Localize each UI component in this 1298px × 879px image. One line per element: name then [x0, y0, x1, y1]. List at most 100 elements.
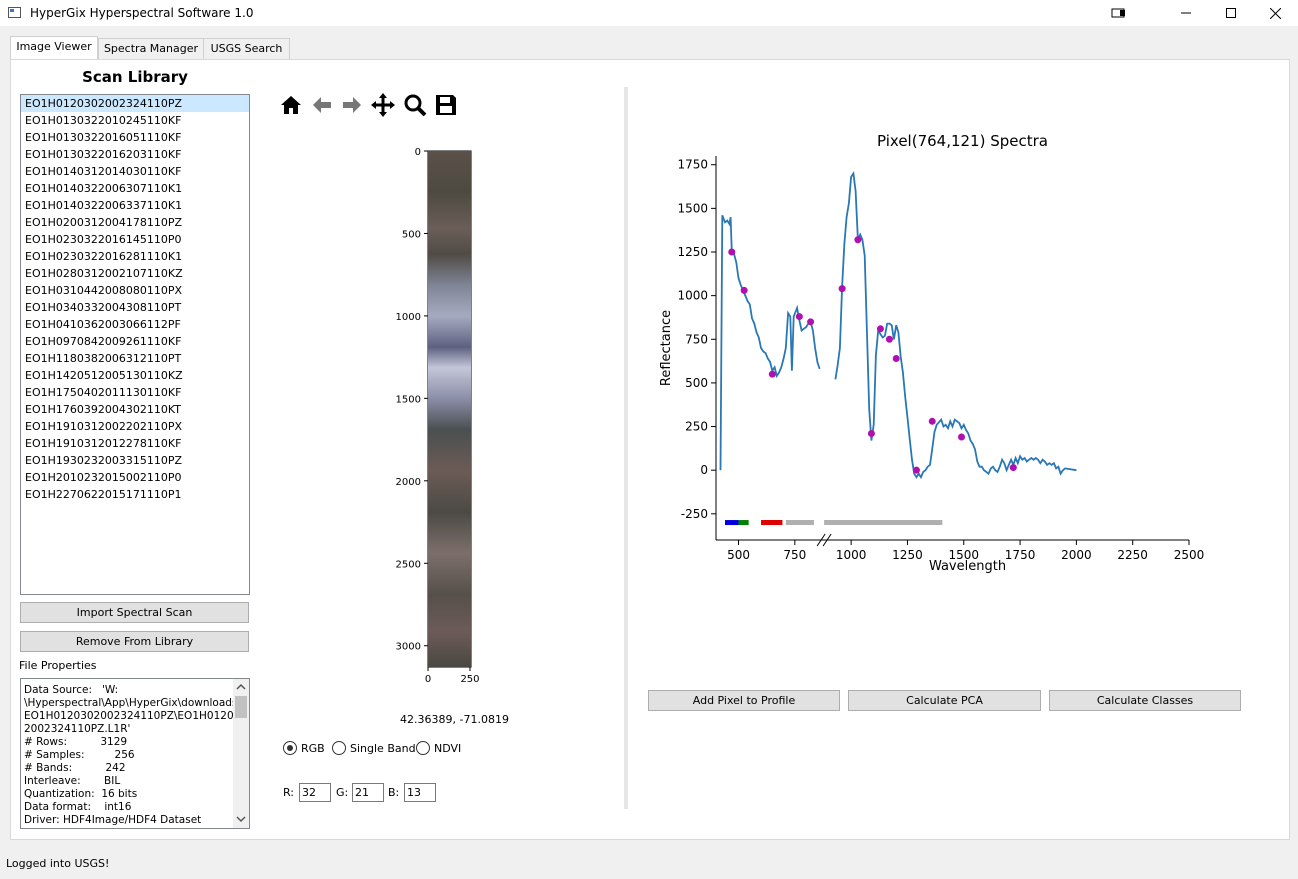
- scan-list-item[interactable]: EO1H0120302002324110PZ: [21, 95, 249, 112]
- restore-mini-button[interactable]: [1096, 0, 1142, 26]
- spectra-chart[interactable]: Pixel(764,121) Spectra -250 0 250 500 750 1000…: [640, 120, 1230, 590]
- x-tick-label: 2500: [1174, 548, 1205, 562]
- x-tick-label: 2000: [1061, 548, 1092, 562]
- restore-icon: [1111, 8, 1125, 18]
- hyperspectral-image[interactable]: [428, 151, 471, 667]
- scan-library-title: Scan Library: [82, 68, 188, 86]
- scan-list-item[interactable]: EO1H1910312012278110KF: [25, 437, 182, 450]
- y-axis-label: Reflectance: [659, 310, 674, 386]
- sample-point: [892, 354, 900, 362]
- scroll-down-icon[interactable]: [236, 815, 246, 823]
- image-y-tick-label: 2500: [396, 559, 421, 570]
- y-tick-label: 1500: [677, 201, 708, 215]
- y-tick-label: 1750: [677, 158, 708, 172]
- x-tick-label: 1250: [892, 548, 923, 562]
- sample-point: [728, 248, 736, 256]
- scan-list-item[interactable]: EO1H0140322006337110K1: [25, 199, 183, 212]
- x-tick-label: 2250: [1117, 548, 1148, 562]
- zoom-icon[interactable]: [402, 92, 428, 118]
- scan-list-item[interactable]: EO1H0280312002107110KZ: [25, 267, 183, 280]
- home-icon[interactable]: [278, 92, 304, 118]
- scan-list-item[interactable]: EO1H1420512005130110KZ: [25, 369, 183, 382]
- y-tick-label: 1250: [677, 245, 708, 259]
- maximize-button[interactable]: [1208, 0, 1254, 26]
- scan-list-item[interactable]: EO1H0410362003066112PF: [25, 318, 181, 331]
- scan-list-item[interactable]: EO1H0230322016281110K1: [25, 250, 183, 263]
- scan-list-item[interactable]: EO1H1180382006312110PT: [25, 352, 182, 365]
- axis-break-mark: [822, 533, 832, 547]
- image-y-tick-label: 500: [402, 229, 421, 240]
- forward-arrow-icon[interactable]: [339, 92, 365, 118]
- axis-break-mark: [816, 533, 826, 547]
- file-properties-label: File Properties: [19, 659, 97, 672]
- image-y-tick-label: 1000: [396, 312, 421, 323]
- remove-from-library-button[interactable]: Remove From Library: [20, 631, 249, 652]
- scan-list-item[interactable]: EO1H1760392004302110KT: [25, 403, 181, 416]
- x-tick-label: 750: [783, 548, 806, 562]
- scan-list-item[interactable]: EO1H0310442008080110PX: [25, 284, 183, 297]
- sample-point: [807, 318, 815, 326]
- minimize-button[interactable]: [1163, 0, 1209, 26]
- scan-list-item[interactable]: EO1H0140322006307110K1: [25, 182, 183, 195]
- tab-spectra-manager[interactable]: Spectra Manager: [98, 38, 204, 59]
- radio-rgb[interactable]: [283, 741, 297, 755]
- image-y-tick-label: 0: [415, 147, 421, 158]
- scroll-up-icon[interactable]: [236, 683, 246, 691]
- scan-list-item[interactable]: EO1H0140312014030110KF: [25, 165, 182, 178]
- band-b-input[interactable]: 13: [404, 783, 436, 802]
- add-pixel-button[interactable]: Add Pixel to Profile: [648, 690, 840, 711]
- sample-point: [838, 285, 846, 293]
- file-properties-scrollbar[interactable]: [233, 679, 249, 828]
- file-properties-box[interactable]: Data Source: 'W: \Hyperspectral\App\Hype…: [20, 678, 250, 829]
- back-arrow-icon[interactable]: [309, 92, 335, 118]
- sample-point: [1009, 464, 1017, 472]
- scan-list-item[interactable]: EO1H0340332004308110PT: [25, 301, 182, 314]
- close-icon: [1269, 7, 1281, 19]
- radio-single-band[interactable]: [332, 741, 346, 755]
- calculate-pca-button[interactable]: Calculate PCA: [848, 690, 1041, 711]
- y-tick-label: 500: [685, 376, 708, 390]
- scan-list-item[interactable]: EO1H1910312002202110PX: [25, 420, 183, 433]
- app-icon: [8, 7, 21, 18]
- scan-list-item[interactable]: EO1H2010232015002110P0: [25, 471, 182, 484]
- sample-point: [876, 325, 884, 333]
- scan-list-item[interactable]: EO1H0230322016145110P0: [25, 233, 182, 246]
- sample-point: [740, 286, 748, 294]
- import-scan-button[interactable]: Import Spectral Scan: [20, 602, 249, 623]
- image-y-tick-label: 3000: [396, 642, 421, 653]
- scan-list-item[interactable]: EO1H0130322010245110KF: [25, 114, 182, 127]
- band-g-input[interactable]: 21: [352, 783, 384, 802]
- sample-point: [795, 313, 803, 321]
- y-tick-label: 0: [700, 463, 708, 477]
- scan-library-list[interactable]: EO1H0120302002324110PZ EO1H01303220102451…: [20, 94, 250, 595]
- sample-point: [768, 370, 776, 378]
- image-y-tick-label: 2000: [396, 477, 421, 488]
- close-button[interactable]: [1252, 0, 1298, 26]
- sample-point: [958, 433, 966, 441]
- save-icon[interactable]: [433, 92, 459, 118]
- scan-list-item[interactable]: EO1H0130322016051110KF: [25, 131, 182, 144]
- pan-icon[interactable]: [370, 92, 396, 118]
- calculate-classes-button[interactable]: Calculate Classes: [1049, 690, 1241, 711]
- status-bar-text: Logged into USGS!: [6, 857, 110, 870]
- scan-list-item[interactable]: EO1H2270622015171110P1: [25, 488, 182, 501]
- y-tick-label: 250: [685, 420, 708, 434]
- radio-ndvi[interactable]: [416, 741, 430, 755]
- scan-list-item[interactable]: EO1H1930232003315110PZ: [25, 454, 183, 467]
- band-g-label: G:: [336, 786, 349, 799]
- tab-usgs-search[interactable]: USGS Search: [203, 38, 290, 59]
- y-tick-label: 1000: [677, 289, 708, 303]
- sample-point: [912, 466, 920, 474]
- scroll-thumb[interactable]: [235, 696, 247, 718]
- chart-title: Pixel(764,121) Spectra: [877, 132, 1048, 150]
- tab-image-viewer[interactable]: Image Viewer: [10, 36, 98, 59]
- scan-list-item[interactable]: EO1H0970842009261110KF: [25, 335, 182, 348]
- splitter[interactable]: [624, 87, 628, 809]
- band-r-input[interactable]: 32: [299, 783, 331, 802]
- scan-list-item[interactable]: EO1H1750402011130110KF: [25, 386, 182, 399]
- scan-list-item[interactable]: EO1H0200312004178110PZ: [25, 216, 183, 229]
- image-x-tick-label: 250: [460, 674, 479, 685]
- x-tick-label: 500: [727, 548, 750, 562]
- sample-point: [854, 236, 862, 244]
- scan-list-item[interactable]: EO1H0130322016203110KF: [25, 148, 182, 161]
